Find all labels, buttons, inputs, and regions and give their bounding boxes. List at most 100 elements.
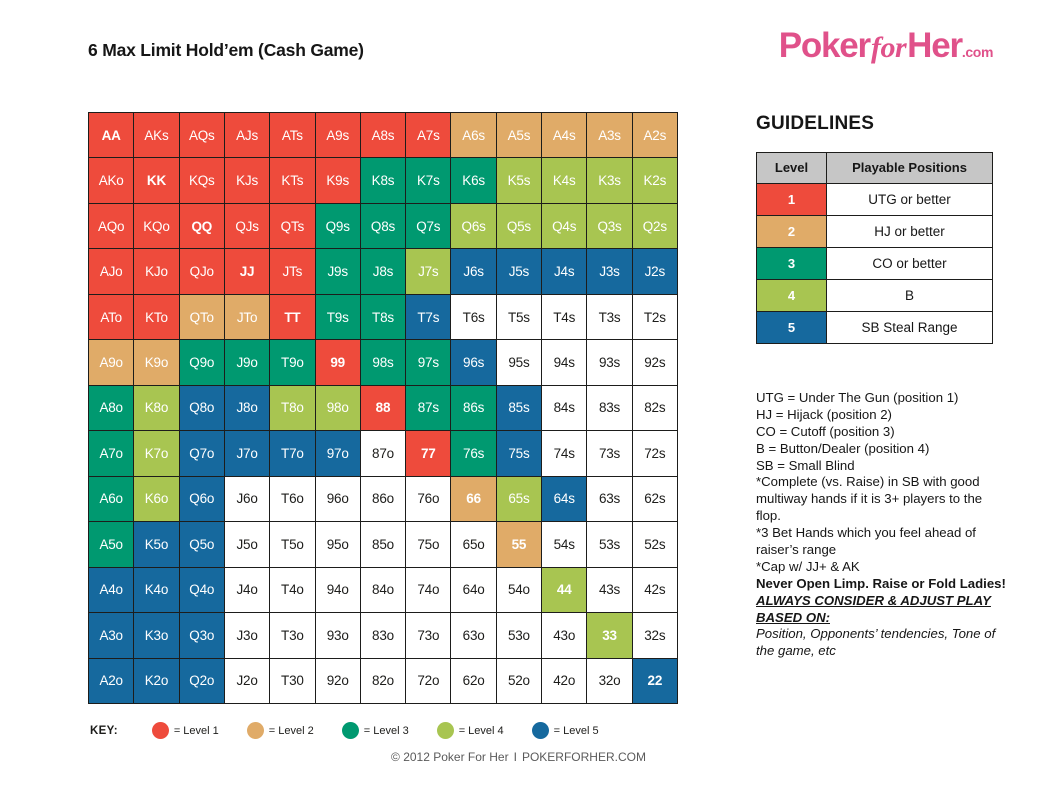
hand-cell-k9s: K9s	[315, 158, 361, 204]
hand-cell-kqs: KQs	[179, 158, 225, 204]
key-item: = Level 4	[436, 722, 504, 739]
key-item-label: = Level 1	[173, 724, 219, 737]
hand-cell-82o: 82o	[360, 658, 407, 704]
key-color-dot-icon	[436, 722, 454, 739]
hand-cell-k7s: K7s	[406, 158, 452, 204]
key-item-label: = Level 5	[553, 724, 599, 737]
hand-cell-ako: AKo	[89, 158, 135, 204]
guideline-note: Never Open Limp. Raise or Fold Ladies!	[756, 575, 1006, 591]
hand-cell-j2s: J2s	[632, 249, 678, 295]
hand-cell-aqo: AQo	[89, 203, 135, 250]
levels-table-row: 3 CO or better	[756, 246, 993, 280]
hand-cell-a9s: A9s	[315, 113, 361, 159]
hand-cell-j7s: J7s	[406, 249, 452, 295]
hand-cell-a3s: A3s	[587, 113, 633, 159]
hand-cell-52s: 52s	[632, 522, 678, 568]
key-item: = Level 2	[246, 722, 314, 739]
hand-cell-53s: 53s	[587, 522, 633, 568]
key-color-dot-icon	[531, 722, 549, 739]
hand-cell-65o: 65o	[451, 522, 497, 568]
hand-cell-aqs: AQs	[179, 113, 225, 159]
starting-hand-grid: AA AKs AQs AJs ATs A9s A8s A7s A6s A5s A4s A3s A2s AK…	[88, 112, 678, 704]
hand-cell-j8s: J8s	[360, 249, 407, 295]
hand-cell-j6s: J6s	[451, 249, 497, 295]
hand-cell-j5o: J5o	[224, 522, 271, 568]
hand-cell-aks: AKs	[134, 113, 180, 159]
hand-cell-97o: 97o	[315, 431, 361, 477]
level-position-2: HJ or better	[826, 214, 993, 248]
hand-cell-tt: TT	[270, 294, 316, 341]
level-swatch-3: 3	[756, 246, 827, 280]
hand-cell-k4o: K4o	[134, 567, 180, 614]
guideline-note: B = Button/Dealer (position 4)	[756, 440, 930, 456]
guideline-note: SB = Small Blind	[756, 457, 855, 473]
hand-cell-a4o: A4o	[89, 567, 135, 614]
hand-cell-t9o: T9o	[270, 340, 316, 386]
hand-cell-ats: ATs	[270, 113, 316, 159]
hand-cell-t30: T30	[270, 658, 316, 704]
hand-cell-22: 22	[632, 658, 678, 704]
hand-cell-t6s: T6s	[451, 294, 497, 341]
hand-cell-77: 77	[406, 431, 452, 477]
hand-cell-86o: 86o	[360, 476, 407, 523]
hand-cell-t7s: T7s	[406, 294, 452, 341]
hand-cell-95o: 95o	[315, 522, 361, 568]
hand-cell-jto: JTo	[224, 294, 271, 341]
hand-cell-83s: 83s	[587, 385, 633, 432]
hand-cell-75o: 75o	[406, 522, 452, 568]
hand-cell-t7o: T7o	[270, 431, 316, 477]
hand-cell-96s: 96s	[451, 340, 497, 386]
hand-cell-t6o: T6o	[270, 476, 316, 523]
key-item: = Level 5	[531, 722, 599, 739]
hand-cell-q7o: Q7o	[179, 431, 225, 477]
hand-cell-k4s: K4s	[542, 158, 588, 204]
hand-cell-a2o: A2o	[89, 658, 135, 704]
guideline-note: ALWAYS CONSIDER & ADJUST PLAY BASED ON:	[756, 592, 991, 625]
hand-cell-j9s: J9s	[315, 249, 361, 295]
hand-cell-t8s: T8s	[360, 294, 407, 341]
hand-cell-76o: 76o	[406, 476, 452, 523]
hand-cell-a3o: A3o	[89, 613, 135, 659]
levels-table-header-row: Level Playable Positions	[756, 152, 993, 184]
hand-cell-j9o: J9o	[224, 340, 271, 386]
hand-cell-t8o: T8o	[270, 385, 316, 432]
hand-cell-k2s: K2s	[632, 158, 678, 204]
hand-cell-84s: 84s	[542, 385, 588, 432]
hand-cell-k5o: K5o	[134, 522, 180, 568]
logo-part-her: Her	[907, 26, 963, 65]
hand-cell-qq: QQ	[179, 203, 225, 250]
hand-cell-53o: 53o	[496, 613, 543, 659]
hand-cell-k7o: K7o	[134, 431, 180, 477]
hand-cell-jts: JTs	[270, 249, 316, 295]
guideline-note: UTG = Under The Gun (position 1)	[756, 390, 959, 405]
level-swatch-4: 4	[756, 278, 827, 312]
key-color-dot-icon	[151, 722, 169, 739]
hand-cell-32s: 32s	[632, 613, 678, 659]
key-label: KEY:	[90, 724, 118, 737]
hand-cell-62o: 62o	[451, 658, 497, 704]
hand-cell-jj: JJ	[224, 249, 271, 295]
hand-cell-95s: 95s	[496, 340, 543, 386]
hand-cell-q4o: Q4o	[179, 567, 225, 614]
hand-cell-99: 99	[315, 340, 361, 386]
hand-cell-72s: 72s	[632, 431, 678, 477]
hand-cell-54s: 54s	[542, 522, 588, 568]
hand-cell-k2o: K2o	[134, 658, 180, 704]
hand-cell-88: 88	[360, 385, 407, 432]
hand-cell-t2s: T2s	[632, 294, 678, 341]
hand-cell-t5o: T5o	[270, 522, 316, 568]
key-item-label: = Level 2	[268, 724, 314, 737]
hand-cell-k3s: K3s	[587, 158, 633, 204]
logo-part-poker: Poker	[778, 26, 871, 65]
key-color-dot-icon	[246, 722, 264, 739]
footer: © 2012 Poker For Her I POKERFORHER.COM	[0, 750, 1037, 764]
hand-cell-a7s: A7s	[406, 113, 452, 159]
hand-cell-72o: 72o	[406, 658, 452, 704]
guideline-note: *3 Bet Hands which you feel ahead of rai…	[756, 525, 976, 558]
hand-cell-92o: 92o	[315, 658, 361, 704]
hand-cell-43o: 43o	[542, 613, 588, 659]
level-swatch-1: 1	[756, 182, 827, 216]
hand-cell-kts: KTs	[270, 158, 316, 204]
hand-cell-75s: 75s	[496, 431, 543, 477]
